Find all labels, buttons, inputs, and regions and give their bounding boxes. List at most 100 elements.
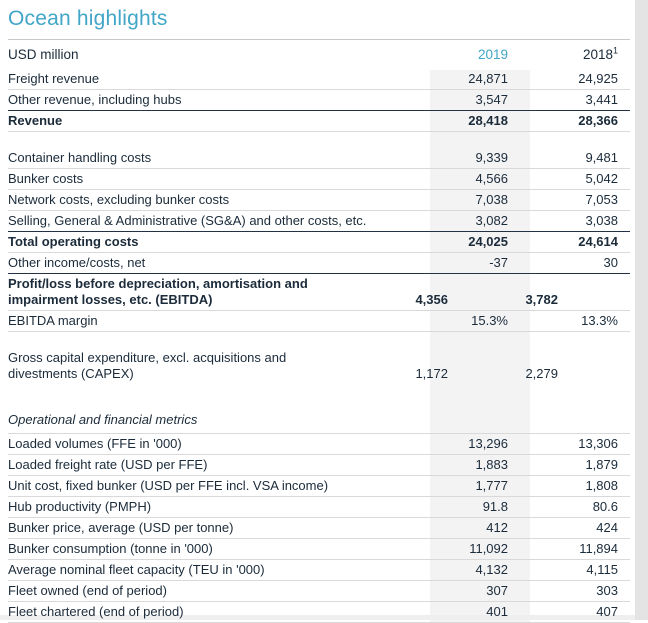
table-row: Selling, General & Administrative (SG&A)… [8,211,630,231]
column-2019-highlight-band [430,70,530,623]
value-2019: 1,883 [475,457,508,472]
row-label: Gross capital expenditure, excl. acquisi… [8,350,287,381]
table-row-total: Revenue 28,418 28,366 [8,110,630,132]
value-2019: 11,092 [469,541,508,556]
row-label: Total operating costs [8,234,139,249]
value-2019: 412 [486,520,508,535]
row-label: Average nominal fleet capacity (TEU in '… [8,562,265,577]
row-label: Container handling costs [8,150,152,165]
ocean-highlights-page: Ocean highlights USD million 2019 20181 … [8,0,630,623]
value-2019: 13,296 [468,436,508,451]
table-row: Unit cost, fixed bunker (USD per FFE inc… [8,476,630,497]
page-edge-right [635,0,648,620]
value-2019: 91.8 [482,499,508,514]
value-2019: 7,038 [475,192,508,207]
value-2018: 303 [596,583,618,598]
value-2019: 1,172 [415,366,448,381]
table-row-total: Total operating costs 24,025 24,614 [8,231,630,253]
row-spacer [8,387,630,408]
value-2018: 4,115 [586,562,618,577]
value-2018: 2,279 [525,366,558,381]
section-header-label: Operational and financial metrics [8,412,198,427]
value-2018: 5,042 [585,171,618,186]
row-label: Revenue [8,113,63,128]
value-2018: 3,038 [585,213,618,228]
table-row-total: Profit/loss before depreciation, amortis… [8,273,630,311]
row-label: Other revenue, including hubs [8,92,182,107]
row-label: Bunker costs [8,171,84,186]
value-2019: 9,339 [475,150,508,165]
row-label: EBITDA margin [8,313,98,328]
table-row: Other income/costs, net -37 30 [8,253,630,273]
table-row: Other revenue, including hubs 3,547 3,44… [8,90,630,110]
table-row: Gross capital expenditure, excl. acquisi… [8,348,630,387]
value-2019: 307 [486,583,508,598]
page-edge-bottom [0,615,635,620]
row-label: Fleet owned (end of period) [8,583,167,598]
row-label: Fleet chartered (end of period) [8,604,184,619]
value-2018: 24,925 [578,71,618,86]
row-label: Loaded volumes (FFE in '000) [8,436,182,451]
value-2018: 3,441 [585,92,618,107]
value-2019: -37 [489,255,508,270]
unit-label: USD million [8,47,79,62]
column-header-2019: 2019 [477,47,508,62]
value-2018: 13,306 [578,436,618,451]
column-header-2018-label: 2018 [582,47,613,62]
table-row: Loaded volumes (FFE in '000) 13,296 13,3… [8,434,630,455]
value-2019: 3,547 [475,92,508,107]
row-spacer [8,132,630,148]
value-2018: 1,808 [585,478,618,493]
page-title: Ocean highlights [8,0,630,40]
table-row: Fleet owned (end of period) 307 303 [8,581,630,602]
row-label: Bunker price, average (USD per tonne) [8,520,234,535]
row-label: Profit/loss before depreciation, amortis… [8,276,308,307]
value-2018: 11,894 [579,541,618,556]
value-2018: 424 [596,520,618,535]
row-label: Freight revenue [8,71,100,86]
value-2018: 30 [603,255,618,270]
value-2018: 80.6 [592,499,618,514]
value-2019: 15.3% [471,313,508,328]
row-label: Network costs, excluding bunker costs [8,192,230,207]
highlights-table: USD million 2019 20181 Freight revenue 2… [8,40,630,623]
value-2018: 24,614 [578,234,618,249]
value-2019: 24,025 [468,234,508,249]
table-row: Average nominal fleet capacity (TEU in '… [8,560,630,581]
table-row: Network costs, excluding bunker costs 7,… [8,190,630,211]
row-label: Hub productivity (PMPH) [8,499,152,514]
row-label: Selling, General & Administrative (SG&A)… [8,213,367,228]
value-2019: 4,356 [415,292,448,307]
value-2019: 1,777 [475,478,508,493]
table-row: EBITDA margin 15.3% 13.3% [8,311,630,332]
table-row: Freight revenue 24,871 24,925 [8,69,630,90]
value-2019: 401 [486,604,508,619]
value-2019: 28,418 [468,113,508,128]
table-row: Container handling costs 9,339 9,481 [8,148,630,169]
table-header-row: USD million 2019 20181 [8,40,630,69]
value-2018: 9,481 [585,150,618,165]
table-row: Loaded freight rate (USD per FFE) 1,883 … [8,455,630,476]
footnote-marker: 1 [612,45,618,56]
value-2018: 1,879 [585,457,618,472]
value-2019: 4,132 [475,562,508,577]
value-2018: 3,782 [525,292,558,307]
table-row: Bunker costs 4,566 5,042 [8,169,630,190]
row-spacer [8,332,630,348]
row-label: Unit cost, fixed bunker (USD per FFE inc… [8,478,329,493]
value-2019: 24,871 [468,71,508,86]
value-2018: 7,053 [585,192,618,207]
row-label: Other income/costs, net [8,255,146,270]
row-label: Bunker consumption (tonne in '000) [8,541,213,556]
table-row: Hub productivity (PMPH) 91.8 80.6 [8,497,630,518]
section-header-row: Operational and financial metrics [8,408,630,434]
table-row: Bunker consumption (tonne in '000) 11,09… [8,539,630,560]
value-2019: 4,566 [475,171,508,186]
value-2018: 407 [596,604,618,619]
value-2018: 13.3% [581,313,618,328]
table-row: Bunker price, average (USD per tonne) 41… [8,518,630,539]
column-header-2018: 20181 [508,45,618,63]
row-label: Loaded freight rate (USD per FFE) [8,457,208,472]
value-2019: 3,082 [475,213,508,228]
value-2018: 28,366 [578,113,618,128]
